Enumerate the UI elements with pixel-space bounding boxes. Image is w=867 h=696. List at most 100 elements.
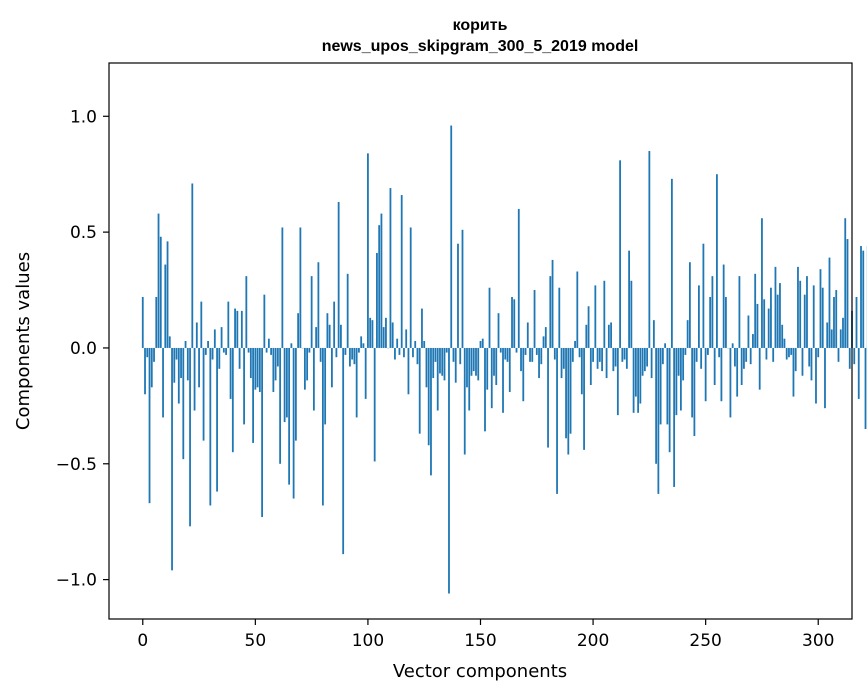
bar <box>164 264 167 348</box>
bar <box>218 347 221 369</box>
bar <box>159 236 162 348</box>
bar <box>443 347 446 381</box>
bar <box>758 347 761 390</box>
bar <box>761 218 763 348</box>
bar <box>389 188 392 348</box>
bar <box>540 347 543 365</box>
bar <box>846 239 849 348</box>
bar <box>857 347 860 399</box>
bar <box>553 347 556 360</box>
bar <box>616 347 619 416</box>
bar <box>745 347 748 362</box>
bar <box>670 178 673 348</box>
bar <box>702 243 705 348</box>
bar <box>234 308 236 348</box>
bar <box>346 273 349 348</box>
bar <box>853 347 856 365</box>
bar <box>517 208 520 348</box>
bar <box>848 347 851 369</box>
bar <box>216 347 218 492</box>
bar <box>664 343 667 348</box>
bar <box>220 327 223 348</box>
bar <box>641 347 644 376</box>
bar <box>173 347 176 383</box>
x-tick-label: 200 <box>577 631 609 651</box>
bar <box>585 324 588 348</box>
bar <box>673 347 676 487</box>
bar <box>754 273 757 348</box>
bar <box>779 283 781 348</box>
bar <box>400 195 403 348</box>
bar <box>225 347 227 355</box>
bar <box>321 347 324 506</box>
bar <box>290 343 293 348</box>
bar <box>342 347 345 555</box>
plot-frame <box>108 62 853 620</box>
bar <box>391 322 394 348</box>
bar <box>231 347 234 453</box>
bar <box>148 347 151 504</box>
bar <box>337 202 340 348</box>
bar <box>810 347 813 381</box>
bar <box>416 347 419 365</box>
bar <box>625 347 628 369</box>
bar <box>562 347 565 369</box>
bar <box>477 347 480 381</box>
bar <box>364 347 367 399</box>
bar <box>682 347 685 381</box>
bar <box>256 347 259 388</box>
bar <box>734 347 736 367</box>
bar <box>499 347 502 353</box>
bar <box>826 322 829 348</box>
bar <box>592 347 594 362</box>
bar <box>308 347 311 353</box>
bar <box>607 324 610 348</box>
bar <box>542 336 545 348</box>
bar <box>238 347 241 369</box>
bar <box>445 347 448 353</box>
bar <box>385 317 387 348</box>
bar <box>729 347 732 418</box>
bar <box>204 347 207 355</box>
bar <box>731 343 734 348</box>
bar <box>765 347 768 360</box>
bar <box>650 347 653 379</box>
bar <box>776 294 779 348</box>
bar <box>736 347 739 397</box>
bar <box>567 347 570 455</box>
bar <box>652 320 655 348</box>
bar <box>423 341 426 348</box>
bar <box>317 262 320 348</box>
bar <box>743 347 745 369</box>
bar <box>837 347 840 362</box>
bar <box>459 347 462 365</box>
bar <box>294 347 297 441</box>
bar <box>844 218 847 348</box>
bar <box>463 347 466 455</box>
bar <box>333 301 336 348</box>
bars-group <box>141 125 867 594</box>
bar <box>749 347 752 365</box>
bar <box>659 347 662 425</box>
bar <box>285 347 288 418</box>
bar <box>767 308 770 348</box>
bar <box>209 347 212 506</box>
bar <box>168 336 171 348</box>
bar <box>598 347 601 362</box>
bar <box>513 299 516 348</box>
bar <box>549 276 552 348</box>
bar <box>303 347 306 390</box>
bar <box>583 347 585 450</box>
bar <box>855 296 858 348</box>
bar <box>828 257 831 348</box>
bar <box>824 347 826 409</box>
bar <box>349 347 351 367</box>
bar <box>614 347 617 367</box>
bar <box>213 329 216 348</box>
bar <box>457 243 459 348</box>
bar <box>605 347 608 379</box>
bar <box>502 347 504 413</box>
bar <box>418 347 421 434</box>
bar <box>193 347 196 411</box>
bar <box>236 310 239 348</box>
